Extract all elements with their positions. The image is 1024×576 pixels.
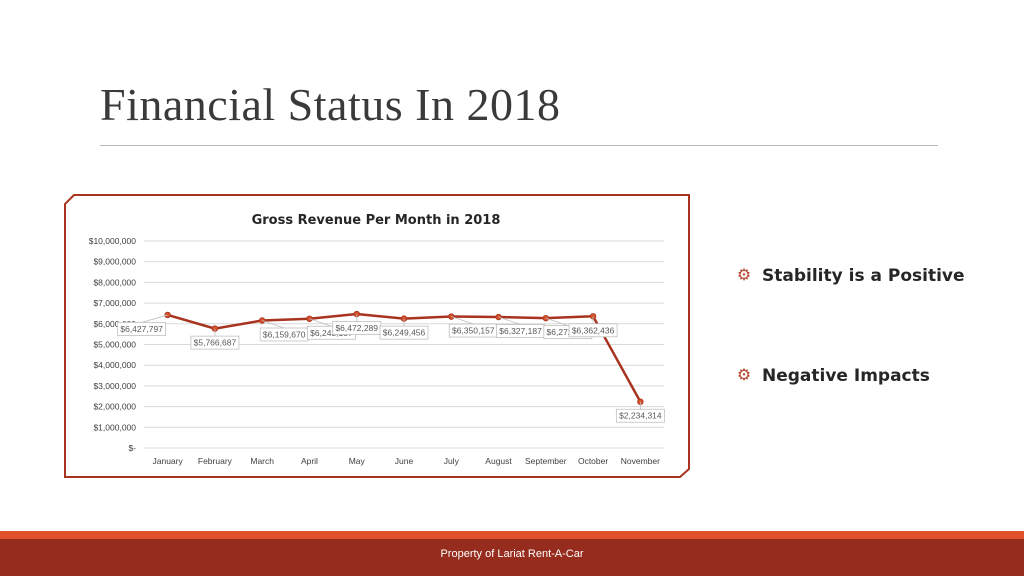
title-divider [100,145,938,146]
data-label-leader [451,316,474,325]
y-tick-label: $6,000,000 [93,319,136,329]
data-point [258,317,266,324]
data-label-leader [309,318,332,327]
bullet-item: ⚙ Negative Impacts [736,362,1006,390]
data-label-box [568,323,618,338]
revenue-chart-svg: Gross Revenue Per Month in 2018 $- $1,000… [64,194,690,478]
x-tick-label: November [621,456,660,466]
data-label: $6,350,157 [452,326,495,336]
footer-bar [0,539,1024,576]
slide-title: Financial Status In 2018 [100,79,561,130]
y-tick-label: $9,000,000 [93,257,136,267]
data-label-box [615,408,665,423]
bullet-text: Negative Impacts [762,366,930,386]
x-tick-label: April [301,456,318,466]
chart-title: Gross Revenue Per Month in 2018 [252,213,501,228]
data-label-leader [262,320,285,329]
data-label-box [190,335,240,350]
y-tick-label: $1,000,000 [93,422,136,432]
x-tick-label: January [153,456,184,466]
data-label-leader [498,316,521,325]
chart-x-axis: January February March April May June July Augu… [153,456,661,466]
chart-data-labels: $6,427,797 $5,766,687 $6,159,670 $6,243,157… [117,314,665,423]
data-label: $6,159,670 [263,329,306,339]
x-tick-label: July [444,456,460,466]
data-label: $6,427,797 [120,324,163,334]
y-tick-label: $2,000,000 [93,402,136,412]
data-label-leader [141,314,168,323]
y-tick-label: $8,000,000 [93,277,136,287]
data-label: $6,327,187 [499,326,542,336]
bullet-list: ⚙ Stability is a Positive ⚙ Negative Imp… [736,262,1006,462]
data-label: $5,766,687 [194,338,237,348]
x-tick-label: February [198,456,233,466]
footer-accent-stripe [0,531,1024,539]
y-tick-label: $7,000,000 [93,298,136,308]
data-label: $6,243,157 [310,328,353,338]
data-point [306,315,313,322]
footer-text: Property of Lariat Rent-A-Car [440,548,584,560]
data-label: $6,362,436 [572,325,615,335]
data-label: $2,234,314 [619,411,662,421]
y-tick-label: $5,000,000 [93,340,136,350]
x-tick-label: August [485,456,512,466]
data-label-leader [545,317,568,327]
x-tick-label: March [250,456,274,466]
y-tick-label: $3,000,000 [93,381,136,391]
x-tick-label: October [578,456,608,466]
y-tick-label: $10,000,000 [89,236,137,246]
data-point [542,314,550,322]
x-tick-label: June [395,456,414,466]
data-label-box [117,322,167,336]
gear-icon: ⚙ [736,367,752,384]
y-tick-label: $- [128,443,136,453]
gear-icon: ⚙ [736,267,752,284]
data-label-box [379,325,429,340]
chart-y-axis: $- $1,000,000 $2,000,000 $3,000,000 $4,000,0… [89,236,137,453]
x-tick-label: May [349,456,366,466]
data-label: $6,272,894 [547,327,590,337]
chart-gridlines [144,240,664,449]
data-label: $6,472,289 [335,323,378,333]
data-point [495,313,502,321]
bullet-item: ⚙ Stability is a Positive [736,262,1006,290]
bullet-text: Stability is a Positive [762,266,965,286]
x-tick-label: September [525,456,567,466]
data-label: $6,249,456 [383,328,426,338]
revenue-chart: Gross Revenue Per Month in 2018 $- $1,000… [64,194,690,478]
y-tick-label: $4,000,000 [93,360,136,370]
